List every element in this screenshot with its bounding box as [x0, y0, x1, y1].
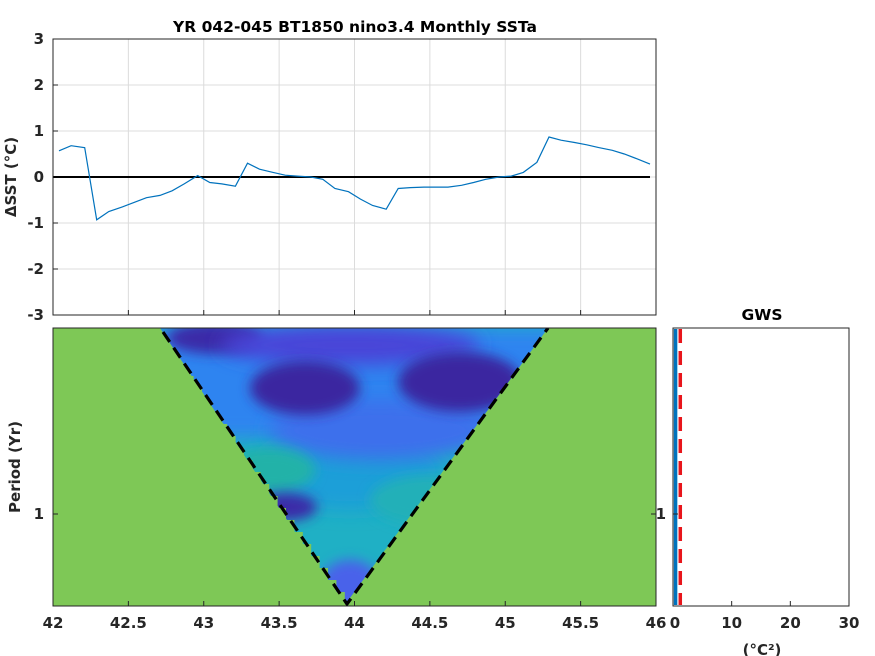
cone-of-influence-staircase-left	[53, 328, 354, 606]
wavelet-max-left	[250, 361, 360, 415]
timeseries-y-tick-label: -2	[27, 260, 44, 278]
timeseries-axes-box	[52, 38, 657, 316]
wavelet-y-axis-label: Period (Yr)	[6, 421, 24, 513]
gws-x-tick-label: 20	[780, 614, 801, 632]
wavelet-x-tick-label: 44	[344, 614, 365, 632]
timeseries-series-line	[58, 136, 651, 221]
gws-title: GWS	[742, 306, 783, 324]
timeseries-y-tick-label: 1	[34, 122, 44, 140]
gws-x-tick-labels: 0 10 20 30	[670, 601, 860, 632]
wavelet-x-tick-label: 43.5	[261, 614, 298, 632]
timeseries-y-axis-label: ΔSST (°C)	[2, 137, 20, 217]
wavelet-max-top-band	[220, 328, 480, 365]
cone-of-influence-line	[161, 328, 550, 606]
gws-x-tick-label: 10	[721, 614, 742, 632]
wavelet-x-tick-labels: 42 42.5 43 43.5 44 44.5 45 45.5 46	[43, 601, 667, 632]
wavelet-x-tick-label: 46	[646, 614, 667, 632]
wavelet-y-tick-label-1: 1	[34, 505, 44, 523]
wavelet-max-right	[398, 352, 522, 412]
wavelet-x-tick-label: 43	[193, 614, 214, 632]
wavelet-heatmap	[53, 328, 656, 606]
timeseries-y-tick-label: -1	[27, 214, 44, 232]
wavelet-x-tick-label: 44.5	[411, 614, 448, 632]
gws-x-axis-label: (°C²)	[743, 641, 782, 656]
wavelet-x-tick-label: 42.5	[110, 614, 147, 632]
timeseries-y-tick-label: 2	[34, 76, 44, 94]
timeseries-y-tick-label: 3	[34, 30, 44, 48]
timeseries-y-tick-label: 0	[34, 168, 44, 186]
gws-x-tick-label: 30	[839, 614, 860, 632]
wavelet-x-tick-label: 42	[43, 614, 64, 632]
gws-x-tick-label: 0	[670, 614, 680, 632]
timeseries-title: YR 042-045 BT1850 nino3.4 Monthly SSTa	[172, 18, 537, 36]
wavelet-cone-center-blob	[270, 400, 490, 460]
wavelet-x-tick-label: 45.5	[562, 614, 599, 632]
gws-plot-area	[672, 327, 850, 607]
gws-y-tick-label-1: 1	[656, 505, 666, 523]
timeseries-y-tick-labels: 3 2 1 0 -1 -2 -3	[27, 30, 44, 324]
cone-of-influence-staircase-right	[345, 328, 656, 606]
timeseries-y-tick-label: -3	[27, 306, 44, 324]
wavelet-x-tick-label: 45	[495, 614, 516, 632]
